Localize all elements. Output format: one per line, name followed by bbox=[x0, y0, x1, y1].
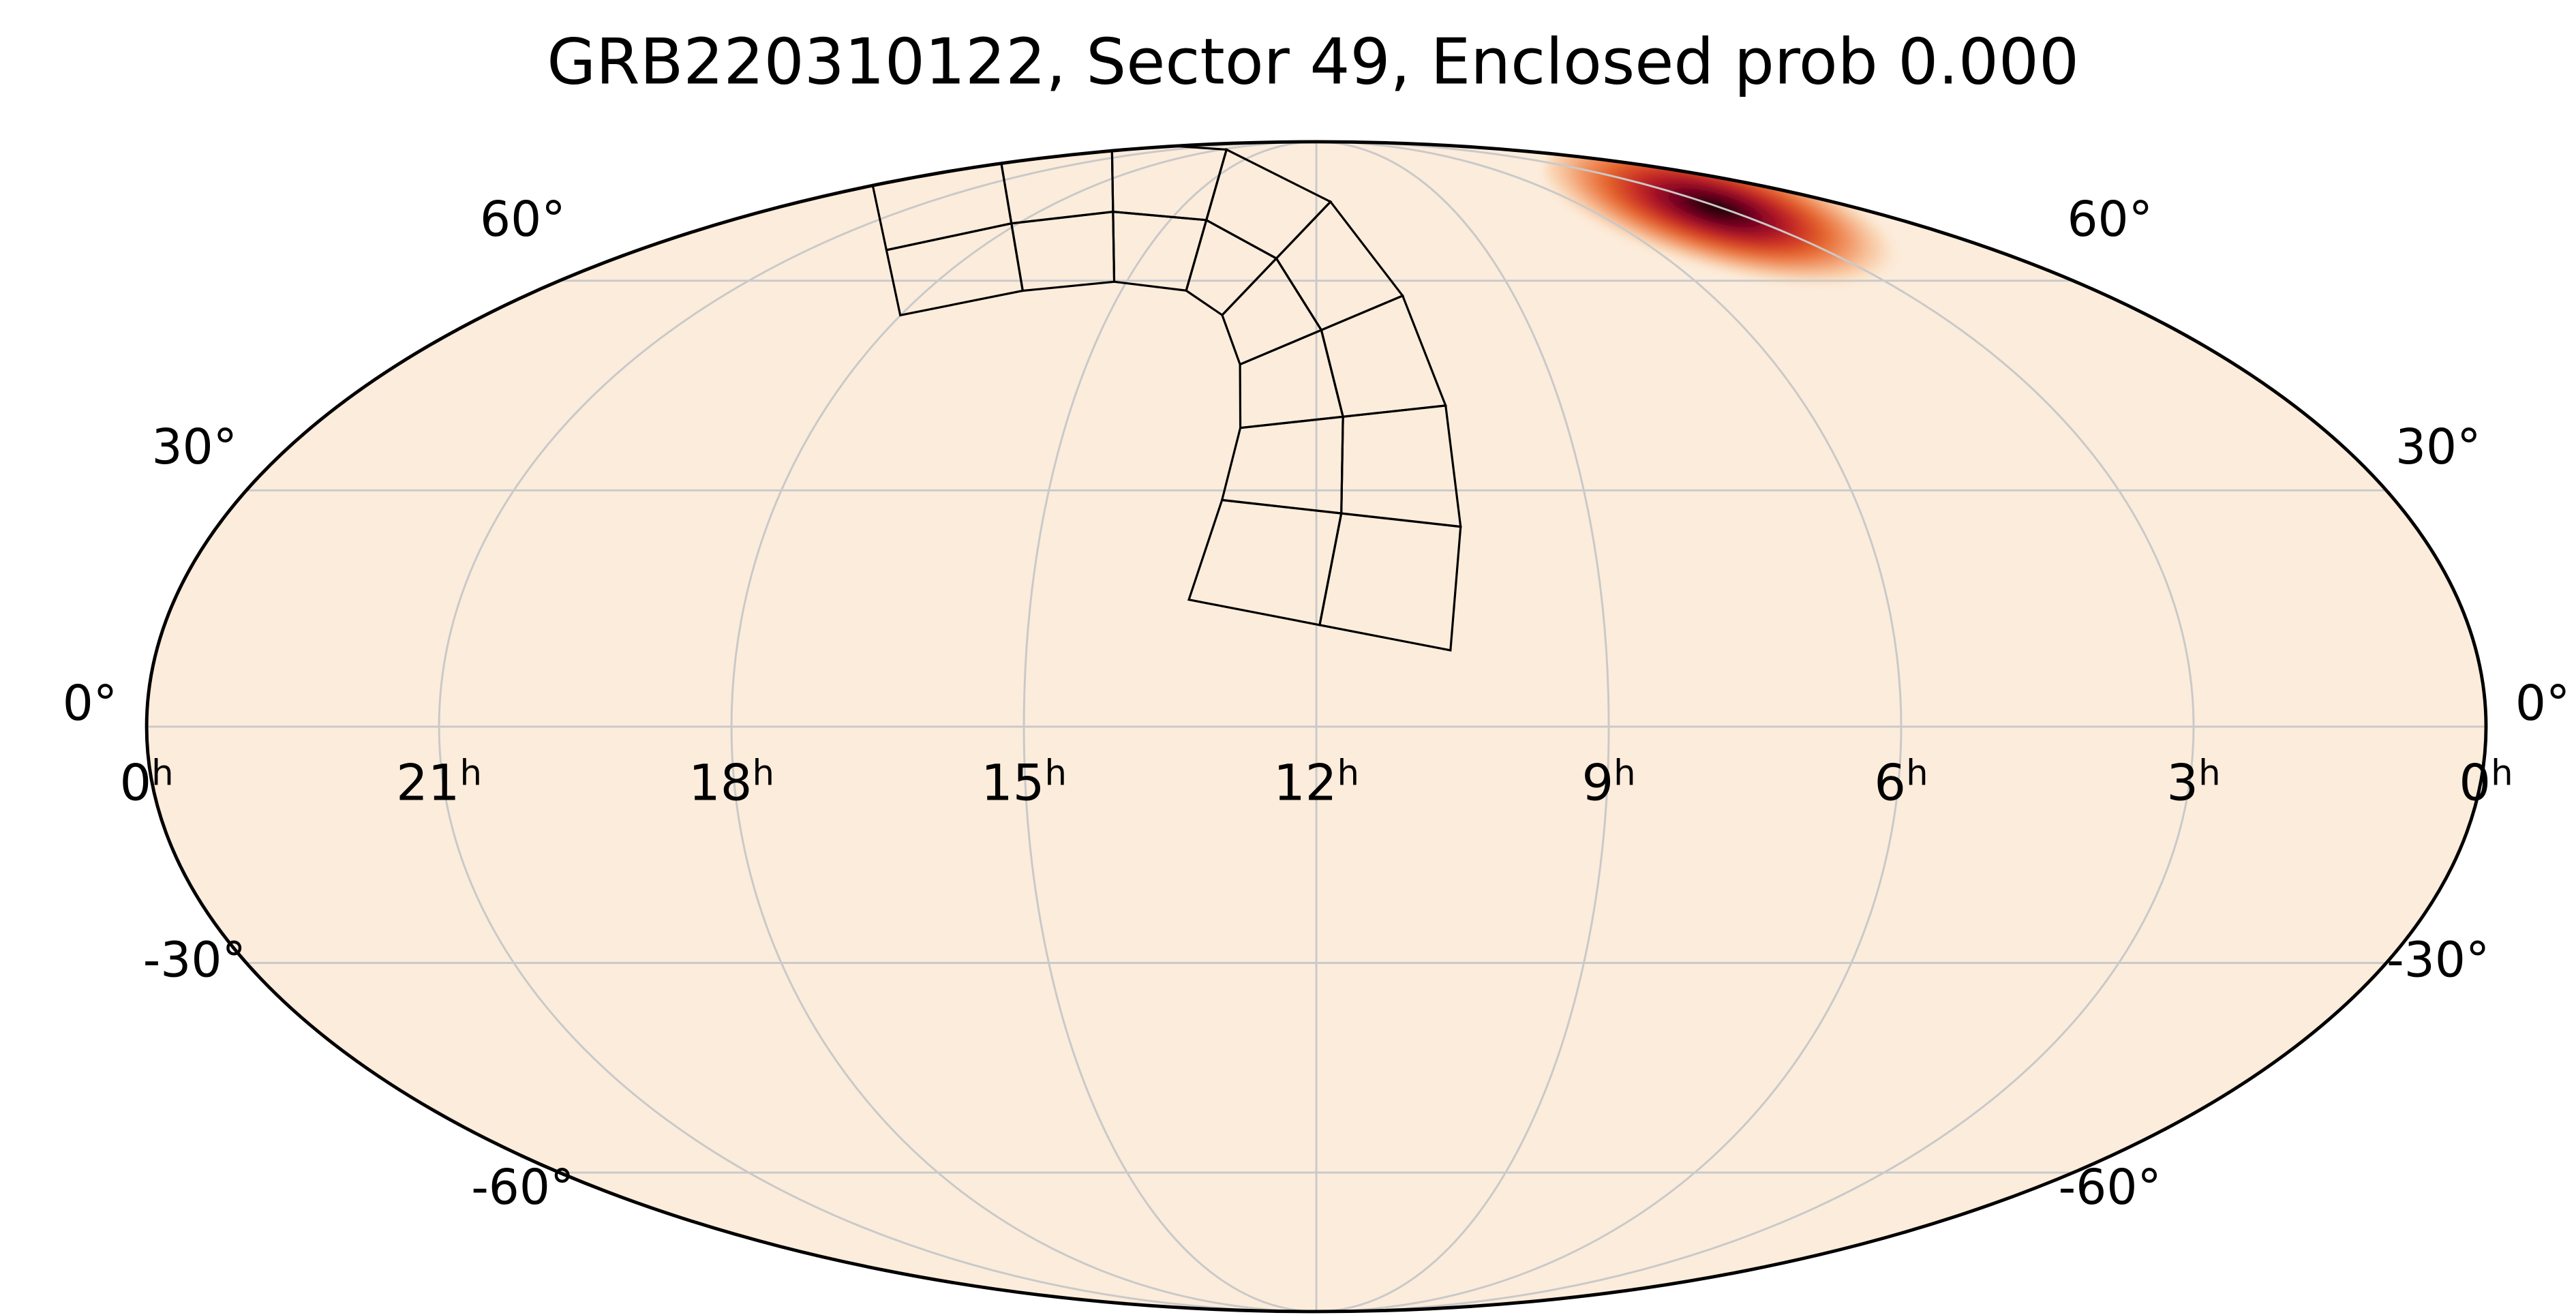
ra-tick-label: 15h bbox=[981, 753, 1067, 812]
probability-hotspot bbox=[1544, 141, 1905, 294]
chart-root: 60° 60° 30° 30° 0° 0° -30° -30° -60° -60° 0h 21h 18h… bbox=[63, 140, 2571, 1314]
chart-title: GRB220310122, Sector 49, Enclosed prob 0… bbox=[547, 25, 2079, 98]
graticule bbox=[147, 141, 2487, 1312]
dec-tick-label: -60° bbox=[2059, 1159, 2162, 1215]
dec-tick-label: 0° bbox=[63, 675, 118, 731]
footprint-ccd-cell bbox=[999, 141, 1115, 225]
meridian-line bbox=[438, 141, 2195, 1312]
map-outline bbox=[145, 140, 2488, 1314]
ra-tick-label: 0h bbox=[120, 753, 174, 812]
dec-tick-label: -30° bbox=[143, 931, 246, 988]
tess-footprint bbox=[871, 141, 1462, 652]
sky-interior bbox=[147, 141, 2487, 1312]
dec-tick-label: 0° bbox=[2515, 675, 2571, 731]
meridian-line bbox=[730, 141, 1903, 1312]
ra-tick-label: 0h bbox=[2459, 753, 2513, 812]
dec-tick-label: 60° bbox=[2067, 191, 2153, 247]
dec-tick-label: -30° bbox=[2386, 931, 2489, 988]
dec-tick-label: 60° bbox=[480, 191, 566, 247]
ra-tick-label: 21h bbox=[396, 753, 482, 812]
ra-tick-label: 18h bbox=[688, 753, 774, 812]
footprint-ccd-cell bbox=[1318, 512, 1462, 652]
ra-tick-label: 12h bbox=[1273, 753, 1359, 812]
ra-tick-label: 3h bbox=[2166, 753, 2220, 812]
ra-tick-label: 6h bbox=[1874, 753, 1928, 812]
dec-tick-label: 30° bbox=[2395, 419, 2481, 475]
dec-tick-label: 30° bbox=[152, 419, 238, 475]
dec-tick-label: -60° bbox=[471, 1159, 574, 1215]
ra-tick-label: 9h bbox=[1581, 753, 1635, 812]
tick-labels: 60° 60° 30° 30° 0° 0° -30° -30° -60° -60° 0h 21h 18h… bbox=[63, 191, 2571, 1215]
meridian-line bbox=[1022, 141, 1610, 1312]
